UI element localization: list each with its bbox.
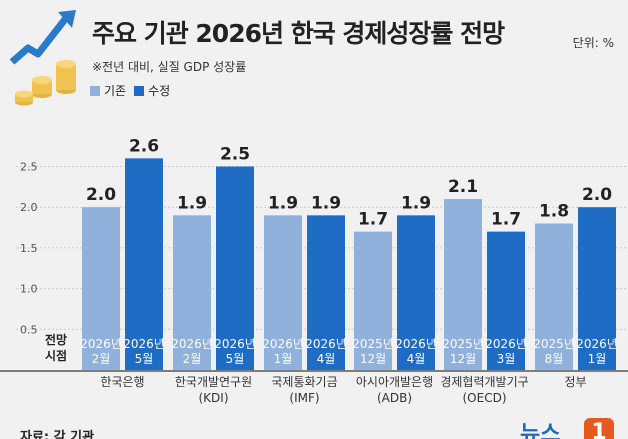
date-label: 2025년 bbox=[533, 337, 575, 351]
unit-label: 단위: % bbox=[572, 36, 614, 50]
category-label: 정부 bbox=[564, 375, 586, 389]
date-label: 2026년 bbox=[214, 337, 256, 351]
category-label: 아시아개발은행 bbox=[356, 374, 433, 389]
bar-3-1 bbox=[397, 215, 435, 370]
value-label: 1.9 bbox=[268, 193, 298, 213]
category-label: (IMF) bbox=[289, 391, 319, 405]
value-label: 2.0 bbox=[86, 185, 116, 205]
chart-subtitle: ※전년 대비, 실질 GDP 성장률 bbox=[92, 60, 247, 74]
date-label: 5월 bbox=[226, 352, 245, 366]
growth-arrow-coins-icon bbox=[9, 10, 76, 106]
bar-3-0 bbox=[354, 231, 392, 370]
date-label: 2026년 bbox=[395, 337, 437, 351]
date-label: 4월 bbox=[407, 352, 426, 366]
date-label: 2025년 bbox=[442, 337, 484, 351]
row-label: 전망 bbox=[45, 332, 67, 347]
date-label: 1월 bbox=[274, 352, 293, 366]
value-label: 1.8 bbox=[539, 201, 569, 221]
chart-title: 주요 기관 2026년 한국 경제성장률 전망 bbox=[92, 19, 505, 48]
date-label: 2026년 bbox=[576, 337, 618, 351]
date-label: 8월 bbox=[545, 352, 564, 366]
y-tick-label: 1.0 bbox=[20, 283, 38, 296]
category-label: 경제협력개발기구 bbox=[440, 375, 528, 389]
row-label: 시점 bbox=[45, 348, 67, 363]
bar-1-0 bbox=[173, 215, 211, 370]
date-label: 2026년 bbox=[123, 337, 165, 351]
value-label: 1.7 bbox=[358, 210, 388, 230]
legend-label-prev: 기존 bbox=[104, 84, 127, 98]
date-label: 2026년 bbox=[262, 337, 304, 351]
date-label: 2025년 bbox=[352, 337, 394, 351]
bar-2-0 bbox=[264, 215, 302, 370]
legend: 기존 수정 bbox=[90, 82, 170, 99]
date-label: 5월 bbox=[135, 352, 154, 366]
bar-4-0 bbox=[444, 199, 482, 370]
category-label: (KDI) bbox=[198, 391, 228, 405]
bar-2-1 bbox=[307, 215, 345, 370]
y-tick-label: 1.5 bbox=[20, 242, 38, 255]
bar-1-1 bbox=[216, 166, 254, 370]
bar-0-1 bbox=[125, 158, 163, 370]
value-label: 2.6 bbox=[129, 136, 159, 156]
value-label: 2.1 bbox=[448, 177, 478, 197]
y-tick-label: 2.5 bbox=[20, 161, 38, 174]
category-label: 한국개발연구원 bbox=[175, 375, 252, 389]
bar-0-0 bbox=[82, 207, 120, 370]
date-label: 2026년 bbox=[305, 337, 347, 351]
bar-5-0 bbox=[535, 223, 573, 370]
date-label: 2월 bbox=[92, 352, 111, 366]
value-label: 2.0 bbox=[582, 185, 612, 205]
legend-label-revised: 수정 bbox=[148, 84, 171, 98]
category-label: (ADB) bbox=[377, 391, 412, 405]
date-label: 2026년 bbox=[80, 337, 122, 351]
category-label: (OECD) bbox=[462, 391, 506, 405]
value-label: 1.9 bbox=[401, 193, 431, 213]
bar-5-1 bbox=[578, 207, 616, 370]
value-label: 1.9 bbox=[311, 193, 341, 213]
value-label: 1.7 bbox=[491, 210, 521, 230]
source-note: 자료: 각 기관 bbox=[20, 430, 95, 439]
legend-swatch-revised bbox=[134, 85, 145, 96]
news-logo-mark: 1 bbox=[584, 418, 614, 439]
news-logo-text: 뉴스 bbox=[520, 422, 561, 439]
date-label: 12월 bbox=[450, 352, 476, 366]
legend-swatch-prev bbox=[90, 85, 100, 96]
date-label: 2월 bbox=[183, 352, 202, 366]
category-label: 한국은행 bbox=[100, 374, 144, 389]
y-tick-label: 0.5 bbox=[20, 323, 38, 336]
date-label: 4월 bbox=[317, 352, 336, 366]
date-label: 2026년 bbox=[171, 337, 213, 351]
y-tick-label: 2.0 bbox=[20, 201, 38, 214]
date-label: 1월 bbox=[588, 352, 607, 366]
category-label: 국제통화기금 bbox=[271, 375, 337, 389]
date-label: 2026년 bbox=[485, 337, 527, 351]
bar-4-1 bbox=[487, 231, 525, 370]
date-label: 3월 bbox=[497, 352, 516, 366]
date-label: 12월 bbox=[360, 352, 386, 366]
value-label: 2.5 bbox=[220, 145, 250, 165]
value-label: 1.9 bbox=[177, 193, 207, 213]
